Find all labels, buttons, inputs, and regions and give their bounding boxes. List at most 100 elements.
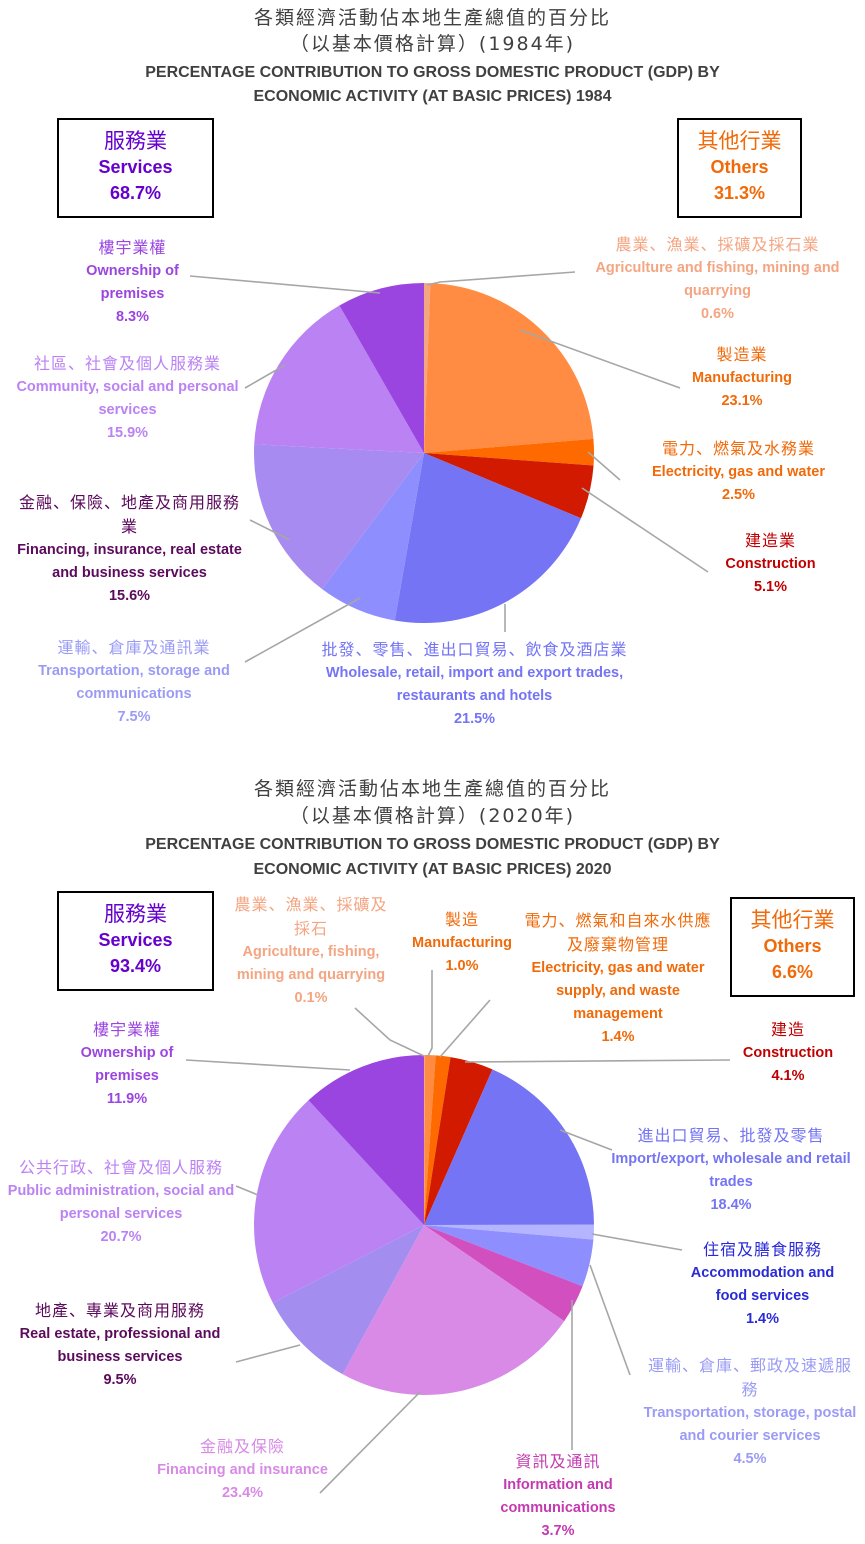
- leader-line-2-10: [235, 1344, 301, 1363]
- label-en: Accommodation and food services: [690, 1265, 835, 1304]
- label-zh: 建造: [770, 1020, 805, 1039]
- label-en: Community, social and personal services: [16, 379, 239, 418]
- chart2-others-en: Others: [763, 936, 822, 956]
- pie-slice-2-1: [424, 1054, 426, 1225]
- leader-line-2-12: [185, 1059, 351, 1071]
- label-en: Public administration, social and person…: [7, 1183, 235, 1222]
- pie-slice-1-5: [394, 453, 581, 623]
- chart1-label-electricity: 電力、燃氣及水務業 Electricity, gas and water 2.5…: [626, 437, 851, 507]
- pie-slice-1-1: [424, 283, 431, 453]
- leader-line-2-5: [559, 1129, 613, 1151]
- label-en: Construction: [725, 556, 816, 572]
- leader-line-2-4: [464, 1059, 731, 1063]
- pie-slice-2-8: [424, 1225, 583, 1322]
- label-en: Manufacturing: [692, 370, 792, 386]
- label-pct: 9.5%: [103, 1372, 137, 1388]
- leader-line-1-7: [249, 519, 291, 541]
- chart2-label-agriculture: 農業、漁業、採礦及採石 Agriculture, fishing, mining…: [230, 893, 392, 1010]
- label-zh: 運輸、倉庫及通訊業: [57, 638, 211, 657]
- leader-line-1-6: [244, 597, 361, 663]
- chart2-label-accommodation: 住宿及膳食服務 Accommodation and food services …: [680, 1238, 845, 1331]
- pie-slice-1-2: [424, 283, 594, 453]
- leader-line-2-9: [319, 1391, 421, 1494]
- label-pct: 1.0%: [445, 958, 479, 974]
- label-pct: 4.1%: [771, 1068, 805, 1084]
- pie-slice-2-2: [424, 1055, 436, 1225]
- label-pct: 23.4%: [221, 1485, 264, 1501]
- label-pct: 11.9%: [106, 1091, 148, 1107]
- pie-slice-2-5: [424, 1069, 594, 1225]
- label-pct: 3.7%: [541, 1523, 575, 1539]
- label-en: Wholesale, retail, import and export tra…: [325, 665, 624, 704]
- chart1-label-construction: 建造業 Construction 5.1%: [708, 529, 833, 599]
- leader-line-1-2: [519, 329, 681, 389]
- leader-line-2-7: [589, 1264, 631, 1376]
- label-en: Agriculture, fishing, mining and quarryi…: [236, 944, 386, 983]
- chart1-services-pct: 68.7%: [109, 183, 162, 203]
- chart1-title-en-1: PERCENTAGE CONTRIBUTION TO GROSS DOMESTI…: [145, 64, 720, 81]
- chart1-title-zh-2: （以基本價格計算）(1984年): [289, 33, 576, 55]
- pie-slice-1-9: [339, 283, 424, 453]
- pie-slice-2-10: [272, 1225, 424, 1375]
- label-pct: 8.3%: [115, 309, 150, 325]
- label-en: Ownership of premises: [80, 1045, 174, 1084]
- chart1-label-ownership: 樓宇業權 Ownership of premises 8.3%: [60, 236, 205, 329]
- label-pct: 1.4%: [601, 1029, 635, 1045]
- label-en: Electricity, gas and water: [652, 464, 825, 480]
- pie-slice-2-12: [308, 1055, 424, 1225]
- label-en: Transportation, storage and communicatio…: [38, 663, 230, 702]
- label-zh: 金融及保險: [199, 1437, 285, 1456]
- label-en: Electricity, gas and water supply, and w…: [531, 960, 705, 1022]
- label-zh: 農業、漁業、採礦及採石: [234, 895, 388, 938]
- label-zh: 地產、專業及商用服務: [34, 1301, 205, 1320]
- label-zh: 運輸、倉庫、郵政及速遞服務: [647, 1356, 852, 1399]
- leader-line-2-1: [354, 1007, 425, 1057]
- label-en: Import/export, wholesale and retail trad…: [611, 1151, 851, 1190]
- label-pct: 23.1%: [721, 393, 763, 409]
- chart2-services-en: Services: [98, 930, 173, 950]
- chart2-services-box: 服務業 Services 93.4%: [57, 891, 214, 991]
- label-zh: 建造業: [744, 531, 796, 550]
- label-pct: 15.6%: [108, 588, 151, 604]
- chart1-label-community: 社區、社會及個人服務業 Community, social and person…: [10, 352, 245, 445]
- chart2-label-manufacturing: 製造 Manufacturing 1.0%: [402, 908, 522, 978]
- label-en: Transportation, storage, postal and cour…: [643, 1405, 857, 1444]
- chart1-services-zh: 服務業: [104, 129, 167, 153]
- chart2-title-zh-1: 各類經濟活動佔本地生產總值的百分比: [253, 778, 611, 800]
- chart2-label-real-estate: 地產、專業及商用服務 Real estate, professional and…: [4, 1299, 236, 1392]
- label-zh: 電力、燃氣和自來水供應及廢棄物管理: [524, 911, 712, 954]
- label-zh: 樓宇業權: [92, 1020, 161, 1039]
- chart2-label-construction: 建造 Construction 4.1%: [728, 1018, 848, 1088]
- pie-slice-1-8: [254, 305, 424, 453]
- label-zh: 住宿及膳食服務: [702, 1240, 822, 1259]
- chart2-label-transportation: 運輸、倉庫、郵政及速遞服務 Transportation, storage, p…: [640, 1354, 860, 1471]
- label-zh: 資訊及通訊: [515, 1452, 601, 1471]
- label-pct: 0.6%: [700, 306, 735, 322]
- chart1-label-agriculture: 農業、漁業、採礦及採石業 Agriculture and fishing, mi…: [575, 233, 860, 326]
- label-zh: 社區、社會及個人服務業: [33, 354, 221, 373]
- leader-line-1-4: [581, 487, 709, 573]
- pie-slice-2-7: [424, 1225, 594, 1287]
- label-en: Construction: [742, 1045, 834, 1061]
- label-pct: 4.5%: [733, 1451, 767, 1467]
- label-pct: 2.5%: [721, 487, 756, 503]
- chart2-others-pct: 6.6%: [771, 962, 814, 982]
- leader-line-1-3: [587, 451, 621, 481]
- label-zh: 製造: [444, 910, 479, 929]
- chart2-services-zh: 服務業: [104, 902, 167, 926]
- chart1-title-en-2: ECONOMIC ACTIVITY (AT BASIC PRICES) 1984: [253, 88, 612, 105]
- chart2-label-financing: 金融及保險 Financing and insurance 23.4%: [140, 1435, 345, 1505]
- label-zh: 農業、漁業、採礦及採石業: [615, 235, 820, 254]
- label-zh: 電力、燃氣及水務業: [661, 439, 815, 458]
- chart1-services-en: Services: [98, 157, 173, 177]
- label-pct: 21.5%: [453, 711, 496, 727]
- label-en: Financing and insurance: [157, 1462, 328, 1478]
- leader-line-2-11: [235, 1185, 259, 1196]
- chart1-label-financing: 金融、保險、地產及商用服務業 Financing, insurance, rea…: [12, 491, 247, 608]
- label-en: Agriculture and fishing, mining and quar…: [595, 260, 840, 299]
- label-en: Financing, insurance, real estate and bu…: [17, 542, 242, 581]
- chart2-title-zh-2: （以基本價格計算）(2020年): [289, 805, 576, 827]
- label-pct: 7.5%: [117, 709, 151, 725]
- chart1-label-wholesale: 批發、零售、進出口貿易、飲食及酒店業 Wholesale, retail, im…: [312, 638, 637, 731]
